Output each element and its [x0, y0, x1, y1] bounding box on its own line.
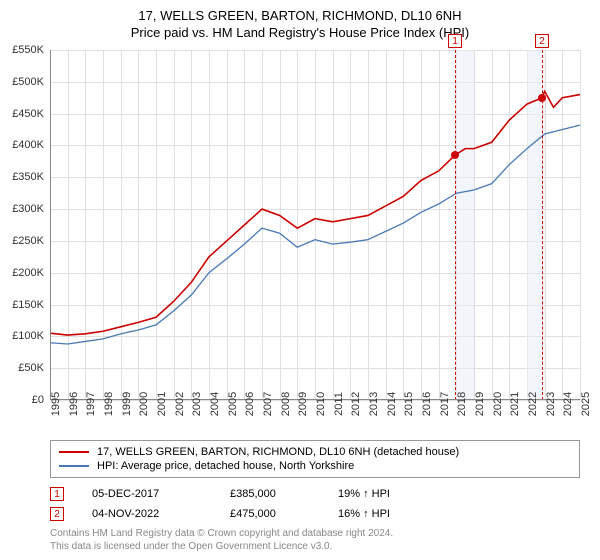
- sale-diff: 19% ↑ HPI: [338, 488, 438, 500]
- y-tick-label: £500K: [12, 76, 44, 88]
- sale-row-2: 2 04-NOV-2022 £475,000 16% ↑ HPI: [50, 504, 580, 524]
- sale-price: £385,000: [230, 488, 310, 500]
- x-tick-label: 2005: [227, 392, 239, 416]
- y-tick-label: £200K: [12, 267, 44, 279]
- x-tick-label: 2023: [545, 392, 557, 416]
- title-sub: Price paid vs. HM Land Registry's House …: [0, 25, 600, 40]
- x-tick-label: 2000: [138, 392, 150, 416]
- x-tick-label: 2010: [315, 392, 327, 416]
- x-tick-label: 2024: [562, 392, 574, 416]
- chart-area: 12 £0£50K£100K£150K£200K£250K£300K£350K£…: [50, 50, 580, 400]
- x-tick-label: 2006: [244, 392, 256, 416]
- footnote-line2: This data is licensed under the Open Gov…: [50, 541, 580, 554]
- x-tick-label: 2019: [474, 392, 486, 416]
- legend-row-price_paid: 17, WELLS GREEN, BARTON, RICHMOND, DL10 …: [59, 445, 571, 459]
- title-block: 17, WELLS GREEN, BARTON, RICHMOND, DL10 …: [0, 0, 600, 40]
- legend-label: 17, WELLS GREEN, BARTON, RICHMOND, DL10 …: [97, 446, 459, 458]
- legend-label: HPI: Average price, detached house, Nort…: [97, 460, 354, 472]
- x-tick-label: 2020: [492, 392, 504, 416]
- x-tick-label: 2012: [350, 392, 362, 416]
- y-tick-label: £550K: [12, 44, 44, 56]
- x-tick-label: 2017: [439, 392, 451, 416]
- marker-badge-1: 1: [448, 34, 462, 48]
- x-tick-label: 2004: [209, 392, 221, 416]
- sale-date: 04-NOV-2022: [92, 508, 202, 520]
- x-tick-label: 2007: [262, 392, 274, 416]
- sale-diff: 16% ↑ HPI: [338, 508, 438, 520]
- footnote: Contains HM Land Registry data © Crown c…: [50, 528, 580, 553]
- sales-list: 1 05-DEC-2017 £385,000 19% ↑ HPI 2 04-NOV-202…: [50, 484, 580, 524]
- y-tick-label: £0: [32, 394, 44, 406]
- y-tick-label: £300K: [12, 203, 44, 215]
- y-tick-label: £250K: [12, 235, 44, 247]
- legend-swatch: [59, 465, 89, 467]
- sale-date: 05-DEC-2017: [92, 488, 202, 500]
- x-tick-label: 2001: [156, 392, 168, 416]
- footnote-line1: Contains HM Land Registry data © Crown c…: [50, 528, 580, 541]
- y-tick-label: £150K: [12, 299, 44, 311]
- marker-badge-2: 2: [535, 34, 549, 48]
- x-tick-label: 2009: [297, 392, 309, 416]
- sale-price: £475,000: [230, 508, 310, 520]
- x-tick-label: 2011: [333, 392, 345, 416]
- title-main: 17, WELLS GREEN, BARTON, RICHMOND, DL10 …: [0, 8, 600, 23]
- legend-box: 17, WELLS GREEN, BARTON, RICHMOND, DL10 …: [50, 440, 580, 478]
- x-tick-label: 1997: [85, 392, 97, 416]
- y-tick-label: £350K: [12, 171, 44, 183]
- x-tick-label: 1996: [68, 392, 80, 416]
- x-tick-label: 2018: [456, 392, 468, 416]
- x-tick-label: 2015: [403, 392, 415, 416]
- x-tick-label: 2014: [386, 392, 398, 416]
- x-tick-label: 2025: [580, 392, 592, 416]
- x-tick-label: 2003: [191, 392, 203, 416]
- x-tick-label: 1998: [103, 392, 115, 416]
- legend-row-hpi: HPI: Average price, detached house, Nort…: [59, 459, 571, 473]
- sale-badge: 1: [50, 487, 64, 501]
- x-tick-label: 2016: [421, 392, 433, 416]
- sale-badge: 2: [50, 507, 64, 521]
- x-tick-label: 2021: [509, 392, 521, 416]
- x-tick-label: 2008: [280, 392, 292, 416]
- x-tick-label: 1999: [121, 392, 133, 416]
- x-tick-label: 1995: [50, 392, 62, 416]
- y-tick-label: £400K: [12, 139, 44, 151]
- legend-swatch: [59, 451, 89, 453]
- y-tick-label: £100K: [12, 330, 44, 342]
- y-tick-label: £450K: [12, 108, 44, 120]
- sale-row-1: 1 05-DEC-2017 £385,000 19% ↑ HPI: [50, 484, 580, 504]
- y-tick-label: £50K: [18, 362, 44, 374]
- grid-line-v: [580, 50, 581, 400]
- x-tick-label: 2002: [174, 392, 186, 416]
- chart-axes: [50, 50, 580, 400]
- x-tick-label: 2022: [527, 392, 539, 416]
- x-tick-label: 2013: [368, 392, 380, 416]
